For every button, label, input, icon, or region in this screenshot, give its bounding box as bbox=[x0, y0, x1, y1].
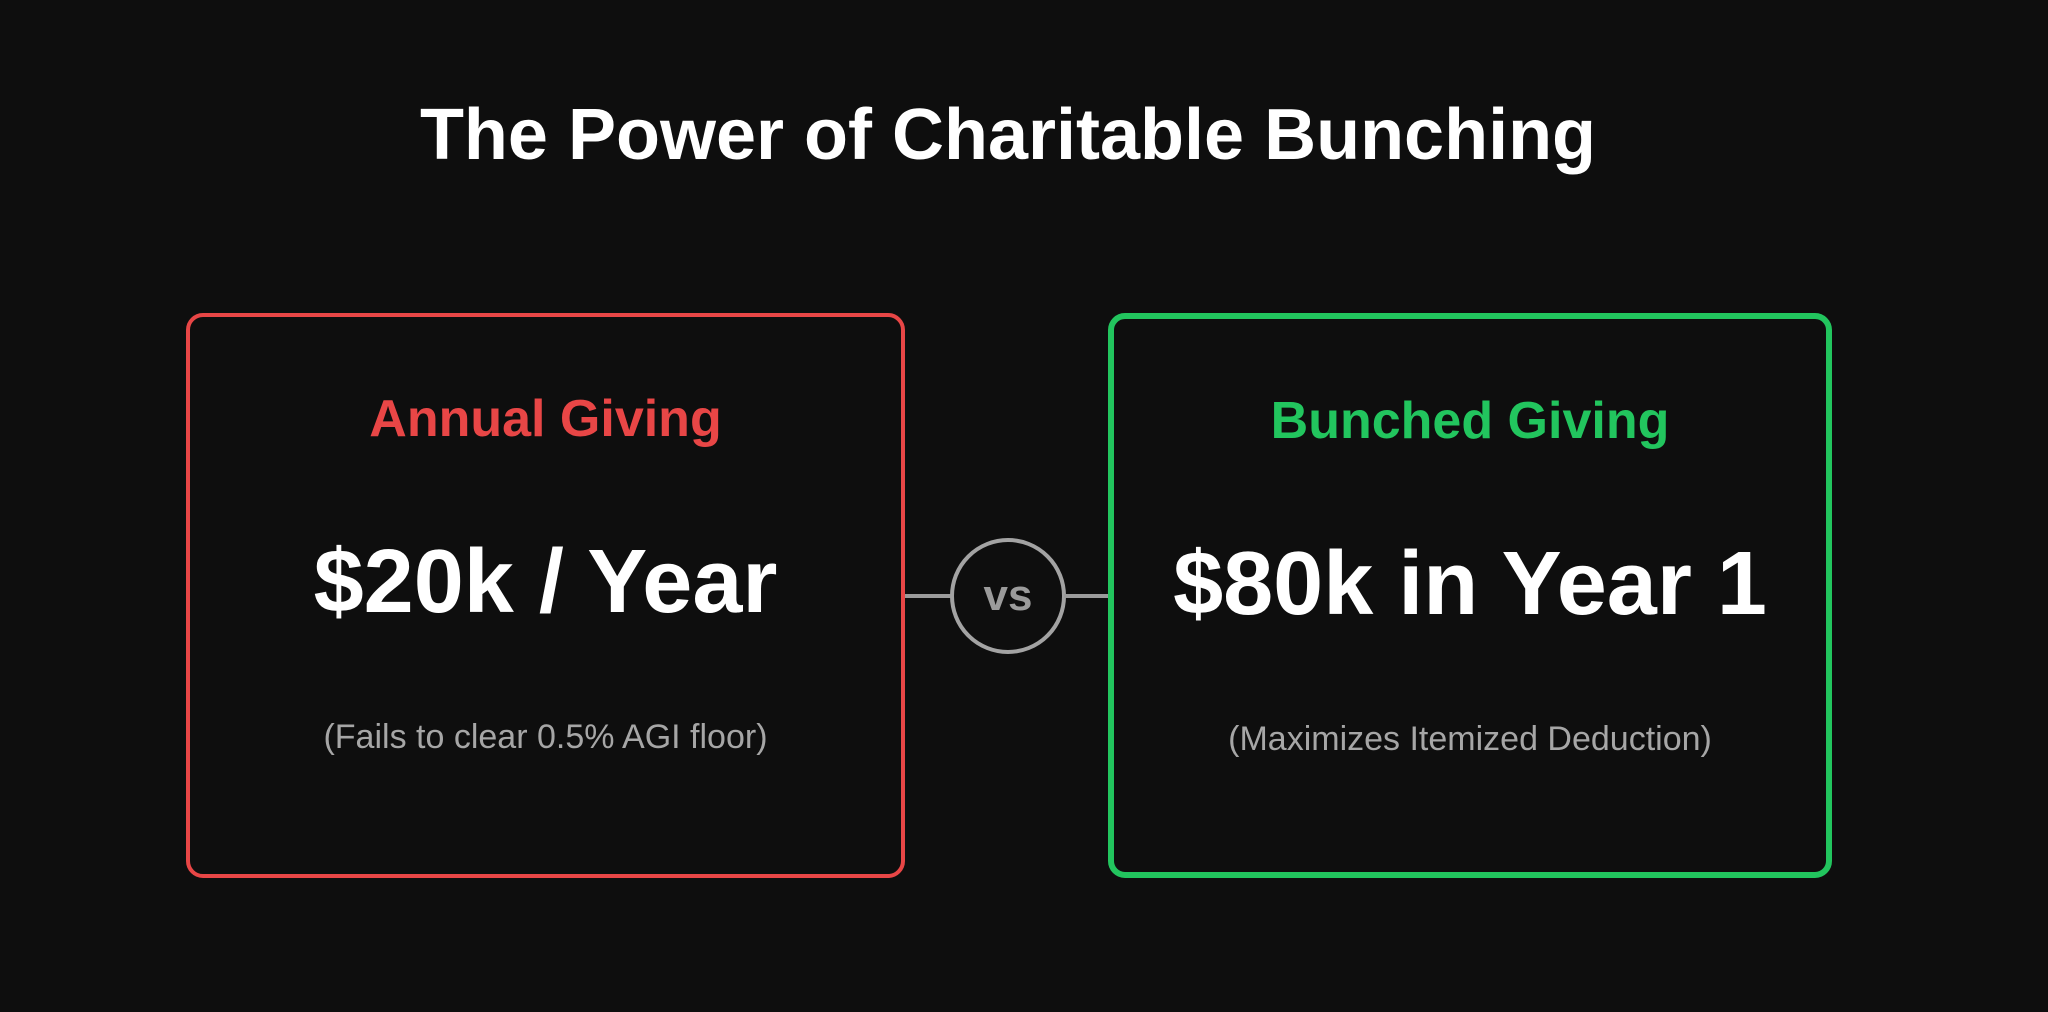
bunched-giving-card: Bunched Giving $80k in Year 1 (Maximizes… bbox=[1108, 313, 1832, 878]
bunched-giving-amount: $80k in Year 1 bbox=[1173, 534, 1767, 634]
annual-giving-amount: $20k / Year bbox=[313, 532, 778, 632]
versus-label: vs bbox=[983, 571, 1033, 620]
annual-giving-card: Annual Giving $20k / Year (Fails to clea… bbox=[186, 313, 905, 878]
versus-badge: vs bbox=[950, 538, 1066, 654]
bunched-giving-heading: Bunched Giving bbox=[1270, 392, 1670, 450]
annual-giving-heading: Annual Giving bbox=[369, 390, 722, 448]
bunched-giving-note: (Maximizes Itemized Deduction) bbox=[1228, 720, 1712, 758]
left-connector-line bbox=[905, 594, 952, 598]
annual-giving-note: (Fails to clear 0.5% AGI floor) bbox=[323, 718, 768, 756]
right-connector-line bbox=[1064, 594, 1108, 598]
page-title: The Power of Charitable Bunching bbox=[419, 95, 1597, 175]
